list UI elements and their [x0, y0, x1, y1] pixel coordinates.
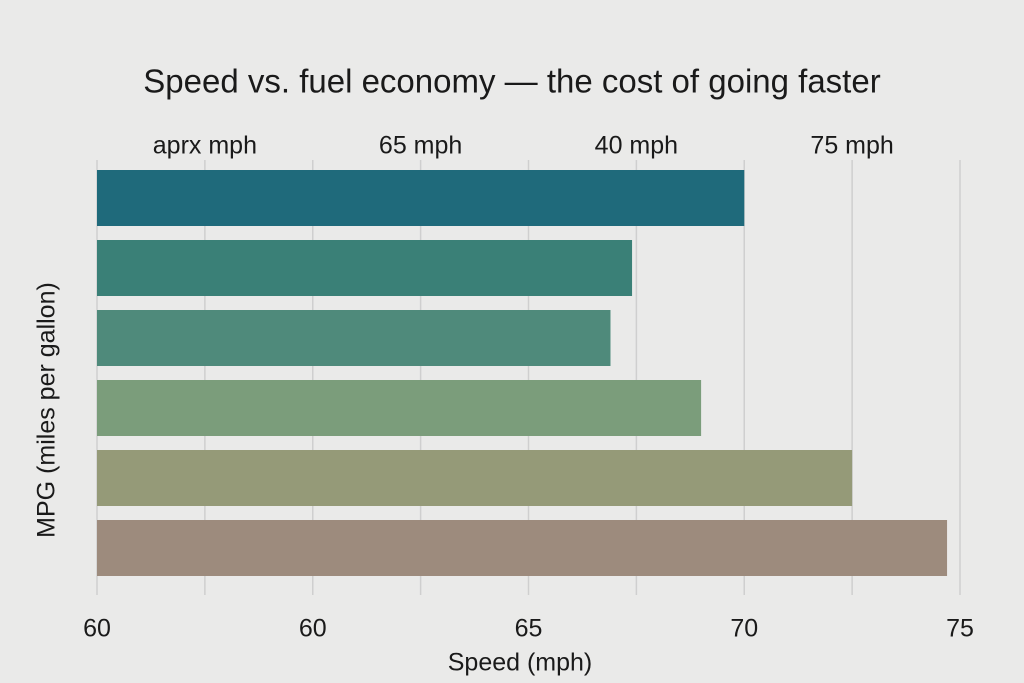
top-label: 40 mph — [595, 132, 678, 160]
x-tick-label: 60 — [83, 615, 111, 643]
x-tick-label: 60 — [299, 615, 327, 643]
x-axis-label: Speed (mph) — [448, 649, 593, 677]
top-label: 65 mph — [379, 132, 462, 160]
x-tick-label: 75 — [946, 615, 974, 643]
top-label: aprx mph — [153, 132, 257, 160]
bar — [97, 380, 702, 436]
chart-title: Speed vs. fuel economy — the cost of goi… — [143, 63, 880, 100]
bar — [97, 520, 948, 576]
y-axis-label: MPG (miles per gallon) — [33, 282, 61, 538]
bar — [97, 170, 745, 226]
x-tick-label: 70 — [730, 615, 758, 643]
x-tick-label: 65 — [515, 615, 543, 643]
bar — [97, 450, 853, 506]
bar — [97, 240, 633, 296]
top-label: 75 mph — [810, 132, 893, 160]
bar — [97, 310, 611, 366]
